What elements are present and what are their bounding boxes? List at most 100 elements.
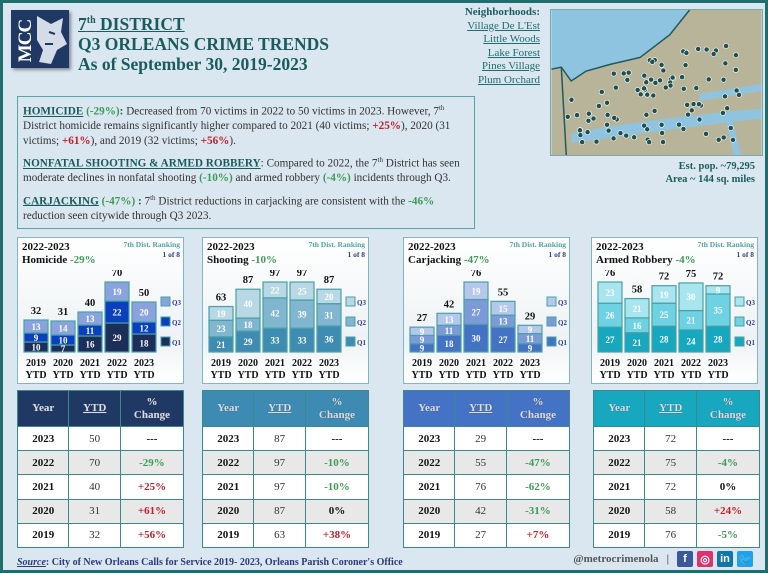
chart-period: 2022-2023	[408, 241, 456, 253]
segment-label: 12	[140, 324, 150, 334]
legend-label: Q2	[357, 319, 366, 327]
table-row: 2021 76 -62%	[402, 474, 571, 500]
segment-label: 9	[420, 343, 425, 353]
segment-label: 26	[606, 311, 616, 321]
x-tick-label: YTD	[52, 370, 73, 381]
table-row: 2020 58 +24%	[592, 498, 761, 524]
segment-label: 16	[633, 321, 643, 331]
bar-segment-q3	[104, 281, 130, 302]
x-tick-label: YTD	[626, 370, 647, 381]
table-row: 2020 87 0%	[201, 498, 370, 524]
legend-swatch	[160, 316, 171, 327]
x-tick-label: YTD	[264, 370, 285, 381]
table-row: 2023 50 ---	[16, 425, 185, 452]
segment-label: 28	[714, 335, 724, 345]
incident-marker	[590, 115, 597, 122]
segment-label: 33	[298, 336, 308, 346]
incident-marker	[705, 76, 712, 83]
separator: |	[666, 553, 669, 565]
segment-label: 9	[528, 343, 533, 353]
chart-period: 2022-2023	[22, 241, 70, 253]
x-tick-label: YTD	[492, 370, 513, 381]
segment-label: 23	[217, 324, 227, 334]
x-tick-label: 2022	[493, 358, 513, 369]
bar-segment-q2	[463, 298, 489, 325]
homicide-summary: HOMICIDE (-29%): Decreased from 70 victi…	[23, 104, 451, 147]
social-handle: @metrocrimenola	[573, 553, 659, 565]
incident-marker	[648, 76, 654, 83]
legend-swatch	[160, 336, 171, 347]
incident-marker	[727, 125, 734, 131]
x-tick-label: 2019	[600, 358, 620, 369]
segment-label: 33	[271, 336, 281, 346]
table-row: 2019 32 +56%	[16, 522, 185, 548]
area: Area ~ 144 sq. miles	[665, 174, 755, 185]
bar-segment-q3	[436, 312, 462, 326]
linkedin-icon[interactable]: in	[717, 551, 733, 567]
incident-marker	[680, 126, 687, 132]
table-row: 2021 97 -10%	[201, 474, 370, 500]
incident-marker	[644, 91, 651, 98]
segment-label: 13	[32, 322, 42, 332]
incident-marker	[658, 62, 665, 68]
incident-marker	[625, 69, 632, 76]
incident-marker	[646, 139, 653, 145]
incident-marker	[649, 58, 656, 65]
x-tick-label: YTD	[411, 370, 432, 381]
twitter-icon[interactable]: 🐦	[737, 551, 753, 567]
legend-swatch	[160, 296, 171, 307]
segment-label: 9	[34, 333, 39, 343]
neighborhood-link[interactable]: Pines Village	[481, 60, 540, 72]
chart-title: Shooting -10%	[207, 254, 277, 266]
carjacking-summary: CARJACKING (-47%) : 7th District reducti…	[23, 193, 435, 222]
stacked-bar-chart: 212319632019YTD291840872020YTD3342229720…	[208, 270, 366, 381]
x-tick-label: 2022	[292, 358, 312, 369]
segment-label: 9	[716, 285, 721, 295]
incident-marker	[688, 107, 695, 114]
incident-marker	[605, 127, 612, 134]
bar-segment-q3	[316, 288, 342, 305]
segment-label: 21	[633, 304, 643, 314]
wolf-icon	[37, 16, 67, 64]
neighborhood-link[interactable]: Village De L'Est	[467, 19, 540, 32]
chart-panel-shooting: 2022-2023 Shooting -10% 7th Dist. Rankin…	[202, 237, 369, 384]
legend-label: Q3	[558, 299, 567, 307]
neighborhood-link[interactable]: Little Woods	[483, 33, 540, 45]
incident-marker	[624, 77, 631, 83]
instagram-icon[interactable]: ◎	[697, 551, 713, 567]
segment-label: 27	[472, 307, 482, 317]
segment-label: 24	[687, 336, 697, 346]
district-ranking: 7th Dist. Ranking 1 of 8	[509, 240, 566, 259]
facebook-icon[interactable]: f	[677, 551, 693, 567]
neighborhood-link[interactable]: Lake Forest	[487, 46, 540, 59]
incident-marker	[679, 74, 685, 80]
table-row: 2021 40 +25%	[16, 474, 185, 500]
legend-swatch	[546, 296, 557, 307]
bar-total-label: 70	[112, 270, 123, 279]
incident-marker	[657, 77, 663, 84]
segment-label: 19	[113, 287, 123, 297]
legend-label: Q3	[746, 299, 755, 307]
bar-segment-q1	[316, 325, 342, 353]
segment-label: 16	[86, 340, 96, 350]
incident-marker	[604, 112, 611, 118]
chart-panel-armed-robbery: 2022-2023 Armed Robbery -4% 7th Dist. Ra…	[591, 237, 758, 384]
legend-swatch	[345, 316, 356, 327]
bar-total-label: 42	[444, 299, 455, 310]
incident-marker	[722, 93, 728, 100]
incident-marker	[637, 91, 644, 98]
bar-segment-q1	[490, 326, 516, 353]
table-row: 2022 75 -4%	[592, 450, 761, 476]
neighborhood-link[interactable]: Plum Orchard	[477, 73, 540, 86]
legend-label: Q1	[357, 339, 366, 347]
shooting-robbery-summary: NONFATAL SHOOTING & ARMED ROBBERY: Compa…	[23, 155, 460, 185]
chart-period: 2022-2023	[207, 241, 255, 253]
ytd-table: Year YTD% Change 2023 29 --- 2022 55 -47% 2021 76-…	[402, 390, 571, 548]
segment-label: 39	[298, 310, 308, 320]
x-tick-label: 2019	[211, 358, 231, 369]
legend-swatch	[734, 316, 745, 327]
x-tick-label: YTD	[106, 370, 127, 381]
incident-marker	[695, 46, 702, 52]
incident-marker	[644, 126, 651, 133]
table-row: 2019 63 +38%	[201, 522, 370, 548]
